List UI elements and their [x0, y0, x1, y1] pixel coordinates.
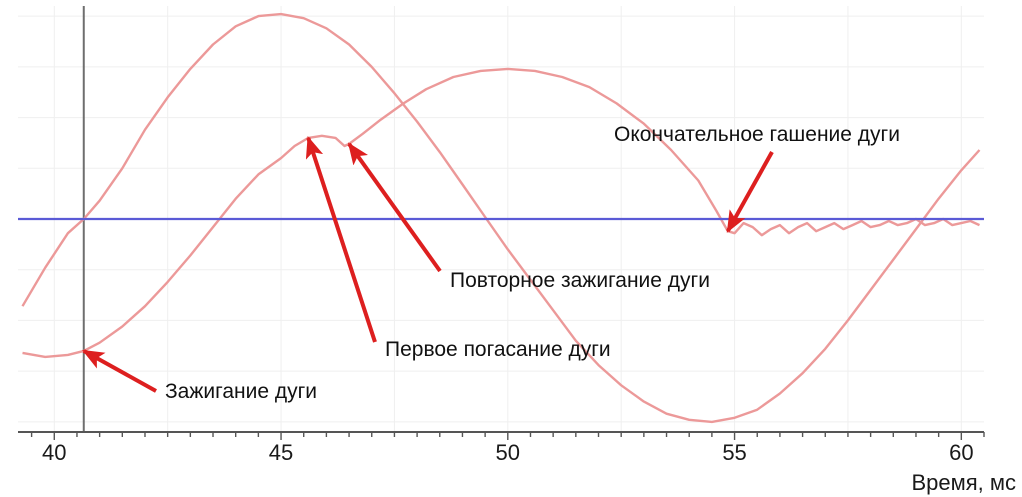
- annotation-label: Повторное зажигание дуги: [450, 269, 710, 292]
- annotation-label: Первое погасание дуги: [385, 338, 611, 361]
- annotations: Зажигание дуги Первое погасание дуги Повто…: [82, 123, 900, 403]
- x-tick-label: 60: [949, 440, 973, 465]
- x-tick-label: 55: [722, 440, 746, 465]
- annotation-arrow: [726, 151, 774, 233]
- annotation-arrow: [82, 349, 157, 393]
- series-layer: [21, 12, 981, 424]
- x-tick-label: 45: [269, 440, 293, 465]
- x-tick-label: 50: [496, 440, 520, 465]
- series-line-2: [22, 67, 980, 359]
- x-axis-title: Время, мс: [911, 470, 1016, 495]
- annotation-arrow: [305, 135, 377, 343]
- x-tick-label: 40: [42, 440, 66, 465]
- series-line-1: [21, 12, 981, 424]
- annotation-label: Окончательное гашение дуги: [614, 123, 900, 146]
- annotation-label: Зажигание дуги: [165, 380, 317, 403]
- x-axis: 40 45 50 55 60: [18, 431, 985, 465]
- annotation-arrow: [347, 142, 442, 273]
